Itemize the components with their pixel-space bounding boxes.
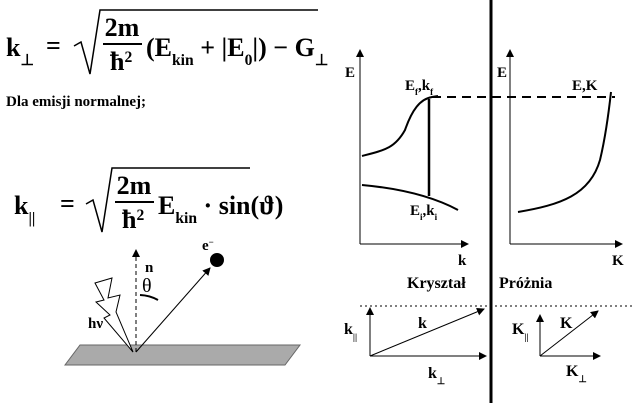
photon-label: hν [88, 316, 103, 332]
sample-plate [65, 345, 300, 365]
vector-perp-label: k⊥ [428, 365, 446, 387]
subscript: ⊥ [315, 52, 329, 69]
numerator: 2m [117, 171, 152, 200]
axis-x-label: k [458, 253, 467, 269]
equals: = [60, 189, 75, 218]
vector-perp-label: K⊥ [566, 363, 587, 385]
normal-label: n [145, 260, 154, 276]
formula-lhs: k|| [14, 191, 35, 227]
vector-parallel-label: K|| [512, 321, 529, 343]
vacuum-diagram [510, 50, 622, 244]
superscript: 2 [124, 49, 132, 66]
axis-y-label: E [497, 65, 507, 81]
symbol: k [428, 365, 437, 382]
state-label: E,K [572, 78, 598, 94]
symbol: ħ [110, 47, 125, 76]
symbol: ,k [418, 78, 431, 94]
electron [210, 253, 224, 267]
axis-y-label: E [345, 65, 355, 81]
term: |) [252, 33, 266, 62]
equals: = [46, 31, 61, 60]
angle-label: θ [142, 275, 152, 297]
symbol: ħ [122, 205, 137, 234]
caption: Dla emisji normalnej; [6, 94, 146, 110]
numerator: 2m [105, 13, 140, 42]
subscript: f [430, 87, 434, 97]
crystal-vectors [370, 308, 486, 356]
vector-total [370, 309, 484, 356]
denominator: ħ2 [110, 47, 132, 76]
symbol: E [410, 203, 420, 219]
symbol: K [512, 321, 525, 338]
subscript: kin [175, 210, 197, 227]
subscript: i [435, 212, 438, 222]
superscript: 2 [136, 207, 144, 224]
term: − G [267, 33, 315, 62]
photoemission-illustration: n e− θ hν [65, 237, 300, 365]
slide: k⊥ = 2m ħ2 (Ekin + |E0|) − G⊥ Dla emisji… [0, 0, 632, 403]
formula-1: k⊥ = 2m ħ2 (Ekin + |E0|) − G⊥ [6, 10, 328, 76]
final-band [362, 96, 438, 156]
subscript: || [28, 210, 35, 227]
symbol: K [566, 363, 579, 380]
vector-parallel-label: k|| [344, 321, 357, 343]
region-label: Kryształ [407, 275, 466, 292]
photon-bolt [95, 278, 133, 352]
term: E [158, 191, 175, 220]
subscript: kin [172, 52, 194, 69]
subscript: || [353, 332, 357, 343]
superscript: − [209, 237, 214, 247]
formula-lhs: k⊥ [6, 33, 34, 69]
formula-body: Ekin · sin(ϑ) [158, 191, 283, 227]
subscript: ⊥ [20, 52, 34, 69]
term: + |E [194, 33, 245, 62]
subscript: 0 [245, 52, 253, 69]
final-state-label: Ef,kf [405, 78, 434, 97]
denominator: ħ2 [122, 205, 144, 234]
symbol: ,k [423, 203, 436, 219]
free-electron-parabola [518, 92, 611, 212]
axis-x-label: K [612, 253, 624, 269]
vector-total-label: k [418, 315, 427, 332]
formula-body: (Ekin + |E0|) − G⊥ [146, 33, 328, 69]
symbol: k [344, 321, 353, 338]
electron-label: e− [202, 237, 214, 254]
symbol: E [405, 78, 415, 94]
term: (E [146, 33, 172, 62]
formula-2: k|| = 2m ħ2 Ekin · sin(ϑ) [14, 168, 283, 234]
initial-state-label: Ei,ki [410, 203, 438, 222]
vector-total-label: K [560, 315, 573, 332]
symbol: k [14, 191, 29, 220]
term: · sin(ϑ) [197, 191, 283, 220]
region-label: Próżnia [499, 275, 552, 292]
subscript: ⊥ [578, 374, 587, 385]
subscript: ⊥ [437, 376, 446, 387]
subscript: || [524, 332, 528, 343]
symbol: k [6, 33, 21, 62]
